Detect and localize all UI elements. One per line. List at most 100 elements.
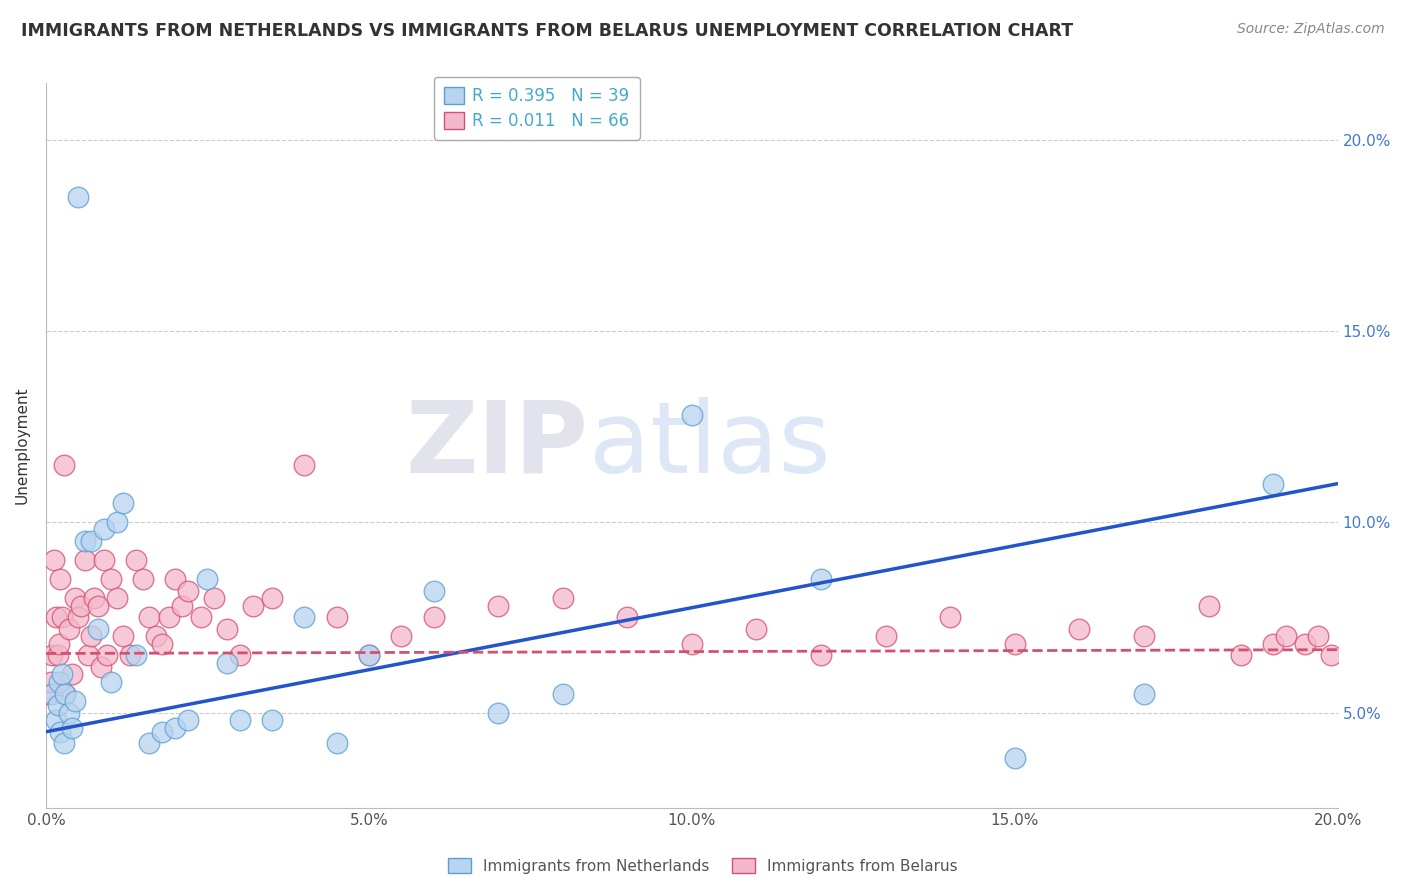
Point [51, 610, 73, 624]
Point [229, 713, 252, 727]
Point [67, 610, 90, 624]
Point [197, 572, 219, 586]
Point [292, 458, 315, 472]
Point [1133, 687, 1156, 701]
Point [1294, 637, 1316, 651]
Point [112, 629, 135, 643]
Point [96, 648, 118, 663]
Point [389, 629, 412, 643]
Point [53, 687, 76, 701]
Point [229, 648, 252, 663]
Point [58, 622, 80, 636]
Point [150, 637, 173, 651]
Point [73, 553, 96, 567]
Point [215, 622, 238, 636]
Legend: Immigrants from Netherlands, Immigrants from Belarus: Immigrants from Netherlands, Immigrants … [441, 852, 965, 880]
Point [100, 572, 122, 586]
Point [260, 713, 283, 727]
Point [138, 610, 160, 624]
Point [60, 667, 83, 681]
Point [242, 599, 264, 613]
Point [100, 675, 122, 690]
Point [1004, 637, 1026, 651]
Point [125, 648, 148, 663]
Legend: R = 0.395   N = 39, R = 0.011   N = 66: R = 0.395 N = 39, R = 0.011 N = 66 [434, 77, 640, 140]
Point [939, 610, 962, 624]
Point [810, 572, 832, 586]
Point [745, 622, 768, 636]
Point [49, 724, 72, 739]
Point [1263, 476, 1285, 491]
Point [1308, 629, 1330, 643]
Point [157, 610, 180, 624]
Point [551, 687, 574, 701]
Point [41, 648, 63, 663]
Point [292, 610, 315, 624]
Point [875, 629, 897, 643]
Point [1004, 751, 1026, 765]
Point [177, 713, 200, 727]
Text: ZIP: ZIP [406, 397, 589, 494]
Point [132, 572, 155, 586]
Point [53, 687, 76, 701]
Point [48, 637, 70, 651]
Point [51, 667, 73, 681]
Point [46, 698, 69, 712]
Point [70, 599, 93, 613]
Point [63, 694, 86, 708]
Point [77, 648, 100, 663]
Point [48, 675, 70, 690]
Point [202, 591, 225, 606]
Point [1069, 622, 1091, 636]
Point [145, 629, 167, 643]
Point [215, 656, 238, 670]
Point [1230, 648, 1253, 663]
Point [105, 591, 128, 606]
Point [325, 610, 347, 624]
Point [45, 610, 67, 624]
Point [1275, 629, 1298, 643]
Point [83, 591, 105, 606]
Point [486, 706, 509, 720]
Point [681, 408, 703, 422]
Point [150, 724, 173, 739]
Point [422, 583, 444, 598]
Point [49, 572, 72, 586]
Point [810, 648, 832, 663]
Point [93, 523, 115, 537]
Point [165, 572, 187, 586]
Point [616, 610, 638, 624]
Point [63, 591, 86, 606]
Point [357, 648, 380, 663]
Point [60, 721, 83, 735]
Y-axis label: Unemployment: Unemployment [15, 386, 30, 504]
Point [41, 687, 63, 701]
Point [86, 599, 108, 613]
Point [46, 648, 69, 663]
Point [551, 591, 574, 606]
Point [86, 622, 108, 636]
Point [1263, 637, 1285, 651]
Point [422, 610, 444, 624]
Text: IMMIGRANTS FROM NETHERLANDS VS IMMIGRANTS FROM BELARUS UNEMPLOYMENT CORRELATION : IMMIGRANTS FROM NETHERLANDS VS IMMIGRANT… [21, 22, 1073, 40]
Point [118, 648, 141, 663]
Point [357, 648, 380, 663]
Point [177, 583, 200, 598]
Point [138, 736, 160, 750]
Point [38, 687, 60, 701]
Point [170, 599, 193, 613]
Point [325, 736, 347, 750]
Point [39, 675, 62, 690]
Point [112, 496, 135, 510]
Point [125, 553, 148, 567]
Point [67, 190, 90, 204]
Point [73, 533, 96, 548]
Point [165, 721, 187, 735]
Point [1198, 599, 1220, 613]
Point [260, 591, 283, 606]
Point [53, 736, 76, 750]
Point [681, 637, 703, 651]
Point [190, 610, 212, 624]
Point [1320, 648, 1343, 663]
Point [1133, 629, 1156, 643]
